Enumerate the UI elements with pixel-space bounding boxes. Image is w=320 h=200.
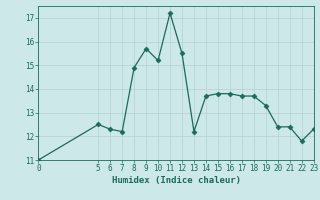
X-axis label: Humidex (Indice chaleur): Humidex (Indice chaleur) <box>111 176 241 185</box>
